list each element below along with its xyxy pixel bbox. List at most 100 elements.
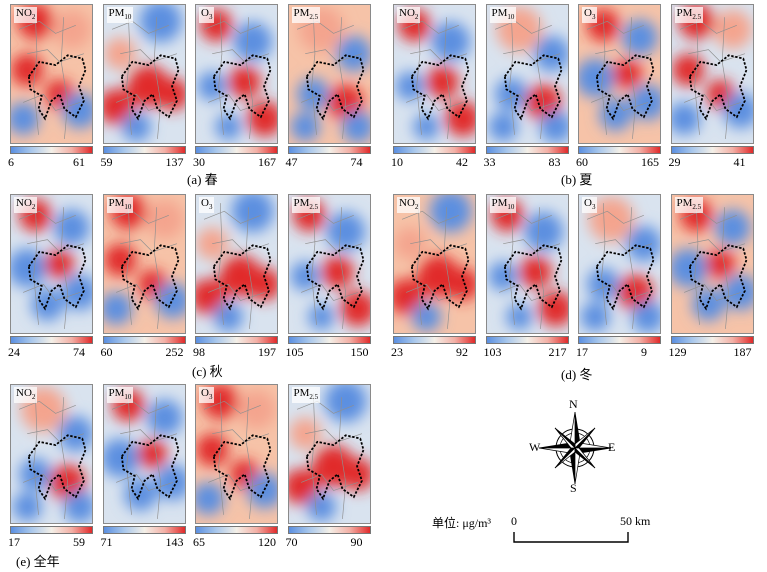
map-panel: PM2.5 [287, 384, 371, 524]
heatmap-image [486, 195, 568, 333]
pollutant-name: NO [399, 7, 415, 19]
heat-blob [539, 110, 568, 143]
map-panel: O3 [195, 4, 278, 144]
district-boundaries [111, 393, 177, 519]
map-panel: PM10 [485, 4, 569, 144]
pollutant-name: PM [108, 7, 125, 19]
study-area-outline [120, 244, 179, 311]
heat-blob [247, 472, 277, 509]
pollutant-label: PM2.5 [291, 7, 321, 24]
scale-max-value: 90 [350, 535, 363, 549]
season-caption: (e) 全年 [16, 554, 60, 569]
study-area-outline [212, 434, 272, 501]
scale-min-value: 70 [285, 535, 298, 549]
scale-min-value: 47 [285, 155, 298, 169]
scale-max-value: 83 [548, 155, 561, 169]
pollutant-label: PM10 [489, 197, 517, 214]
pollutant-subscript: 3 [208, 393, 213, 402]
district-boundaries [18, 393, 85, 519]
heat-blob [52, 9, 92, 49]
pollutant-name: NO [16, 7, 32, 19]
pollutant-subscript: 3 [591, 203, 596, 212]
scale-max-value: 61 [73, 155, 85, 169]
district-boundaries [296, 203, 362, 329]
pollutant-name: O [584, 7, 592, 19]
pollutant-name: O [201, 197, 209, 209]
district-boundaries [494, 13, 560, 139]
scale-min-value: 129 [668, 345, 687, 359]
district-boundaries [18, 203, 85, 329]
map-panel: PM2.5 [670, 4, 754, 144]
heat-blob [335, 35, 370, 72]
pollutant-label: O3 [199, 7, 215, 24]
study-area-outline [503, 54, 562, 121]
pollutant-label: PM10 [106, 197, 134, 214]
study-area-outline [503, 244, 562, 311]
pollutant-name: PM [293, 7, 310, 19]
heat-blob [320, 255, 354, 289]
pollutant-name: O [201, 387, 209, 399]
study-area-outline [305, 54, 364, 121]
color-scale-bar [195, 526, 278, 534]
scale-max-value: 41 [733, 155, 746, 169]
map-panel: PM2.5 [287, 194, 371, 334]
pollutant-name: PM [676, 7, 693, 19]
map-panel: PM10 [102, 194, 186, 334]
heat-blob [518, 255, 552, 289]
compass-e: E [608, 440, 616, 454]
unit-label: 单位: μg/m³ [432, 516, 492, 530]
district-boundaries [679, 13, 745, 139]
heatmap-image [288, 195, 370, 333]
district-boundaries [494, 203, 560, 329]
heat-blob [154, 464, 185, 501]
scale-max-value: 74 [350, 155, 363, 169]
color-scale-bar [393, 336, 476, 344]
heat-blob [228, 65, 261, 99]
heat-blob [671, 102, 700, 135]
pollutant-subscript: 2.5 [692, 203, 702, 212]
scale-min-value: 17 [576, 345, 588, 359]
district-boundaries [296, 13, 362, 139]
compass-w: W [529, 440, 541, 454]
map-panel: PM10 [102, 384, 186, 524]
heat-blob [625, 225, 660, 262]
scale-min-value: 60 [576, 155, 588, 169]
pollutant-subscript: 2.5 [309, 13, 319, 22]
scale-bar [513, 532, 629, 543]
map-panel: PM10 [485, 194, 569, 334]
scale-min-value: 105 [285, 345, 304, 359]
study-area-outline [305, 244, 364, 311]
pollutant-name: PM [108, 387, 125, 399]
study-area-outline [120, 434, 179, 501]
pollutant-subscript: 2.5 [692, 13, 702, 22]
heat-blob [156, 78, 185, 111]
pollutant-label: NO2 [14, 7, 38, 24]
heat-blob [213, 302, 243, 332]
color-scale-bar [578, 336, 661, 344]
color-scale-bar [287, 146, 371, 154]
district-boundaries [679, 203, 745, 329]
scale-min-value: 33 [483, 155, 496, 169]
district-boundaries [401, 13, 468, 139]
map-panel: PM2.5 [670, 194, 754, 334]
pollutant-name: PM [491, 197, 508, 209]
heat-blob [11, 102, 40, 135]
heatmap-image [486, 5, 568, 143]
heat-blob [196, 433, 229, 467]
map-panel: O3 [195, 194, 278, 334]
heatmap-image [103, 5, 185, 143]
heat-blob [533, 35, 568, 72]
heat-blob [411, 302, 441, 332]
heatmap-image [579, 5, 660, 143]
heat-blob [296, 78, 329, 111]
pollutant-label: PM10 [106, 387, 134, 404]
pollutant-label: O3 [582, 197, 598, 214]
heat-blob [587, 268, 620, 301]
heat-blob [431, 22, 471, 62]
heat-blob [121, 112, 151, 142]
pollutant-label: NO2 [14, 387, 38, 404]
heat-blob [19, 458, 52, 491]
scale-max-value: 137 [165, 155, 184, 169]
pollutant-label: NO2 [14, 197, 38, 214]
scale-min-value: 65 [193, 535, 205, 549]
